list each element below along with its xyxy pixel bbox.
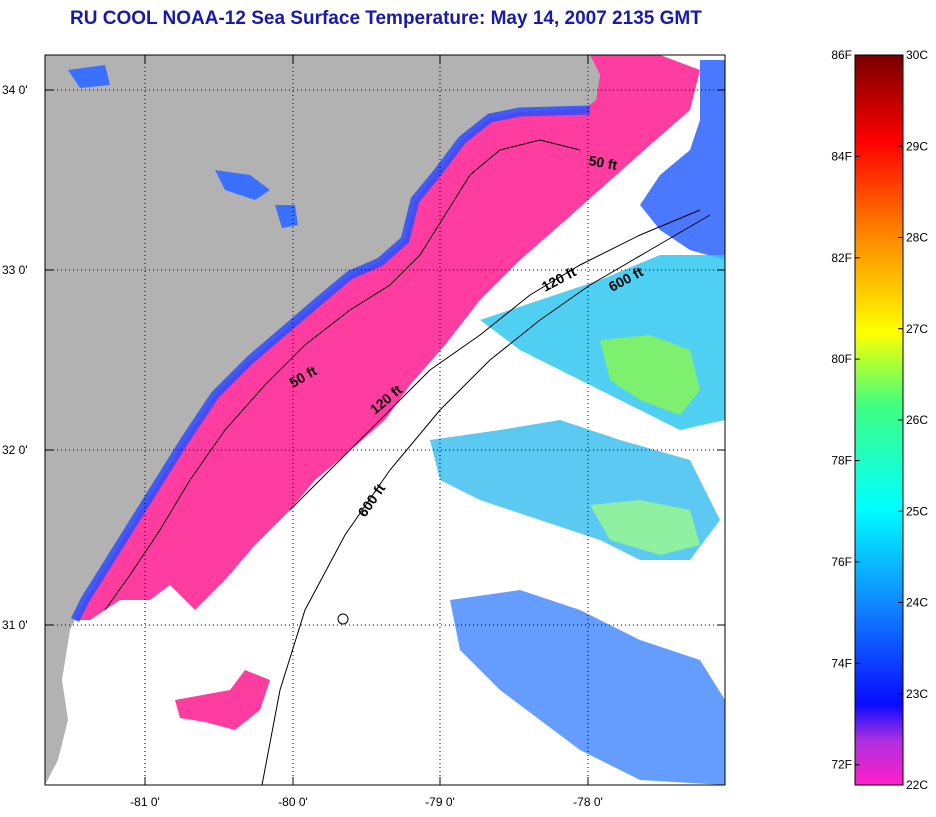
small-contour-ring [337, 613, 349, 625]
colorbar-fahrenheit-label: 74F [831, 656, 852, 670]
inland-pink-patch [175, 670, 270, 730]
colorbar-celsius-label: 25C [906, 504, 928, 518]
colorbar-gradient [854, 54, 904, 786]
land-mass [45, 55, 600, 785]
colorbar-fahrenheit-label: 80F [831, 352, 852, 366]
offshore-sst-blue [640, 60, 725, 260]
colorbar-fahrenheit-label: 82F [831, 251, 852, 265]
lon-label-79: -79 0' [425, 795, 455, 809]
map-title: RU COOL NOAA-12 Sea Surface Temperature:… [70, 8, 702, 29]
colorbar-fahrenheit-label: 76F [831, 555, 852, 569]
lon-label-78: -78 0' [573, 795, 603, 809]
graticule [45, 55, 725, 785]
colorbar-celsius-label: 26C [906, 413, 928, 427]
colorbar-celsius-label: 24C [906, 596, 928, 610]
coastal-cool-fringe [70, 105, 591, 623]
colorbar-fahrenheit-label: 78F [831, 454, 852, 468]
lat-label-32: 32 0' [2, 443, 28, 457]
colorbar-fahrenheit-label: 86F [831, 48, 852, 62]
lat-label-34: 34 0' [2, 83, 28, 97]
colorbar-fahrenheit-label: 84F [831, 149, 852, 163]
colorbar-celsius-label: 28C [906, 231, 928, 245]
map-ticks [45, 55, 725, 785]
isobath-120ft-line [289, 209, 701, 511]
lake-feature [68, 65, 298, 228]
offshore-sst-green [600, 335, 700, 415]
colorbar-celsius-label: 30C [906, 48, 928, 62]
colorbar-celsius-label: 29C [906, 139, 928, 153]
temperature-colorbar: 86F 84F 82F 80F 78F 76F 74F 72F 30C 29C 28C 27C 26C… [831, 48, 928, 792]
coastal-sst-band [75, 55, 700, 620]
lon-label-80: -80 0' [278, 795, 308, 809]
colorbar-ticks [855, 54, 903, 786]
lat-label-33: 33 0' [2, 263, 28, 277]
isobath-label-50ft-north: 50 ft [587, 152, 618, 173]
colorbar-fahrenheit-label: 72F [831, 758, 852, 772]
colorbar-celsius-label: 27C [906, 322, 928, 336]
map-frame [44, 54, 726, 786]
colorbar-celsius-label: 23C [906, 687, 928, 701]
isobath-50ft-line [104, 139, 581, 611]
colorbar-fahrenheit-labels: 86F 84F 82F 80F 78F 76F 74F 72F [831, 48, 852, 772]
offshore-sst-green-south [590, 500, 700, 555]
lat-label-31: 31 0' [2, 618, 28, 632]
colorbar-celsius-labels: 30C 29C 28C 27C 26C 25C 24C 23C 22C [906, 48, 928, 792]
isobath-600ft-line [261, 214, 711, 785]
colorbar-celsius-label: 22C [906, 778, 928, 792]
lon-label-81: -81 0' [130, 795, 160, 809]
